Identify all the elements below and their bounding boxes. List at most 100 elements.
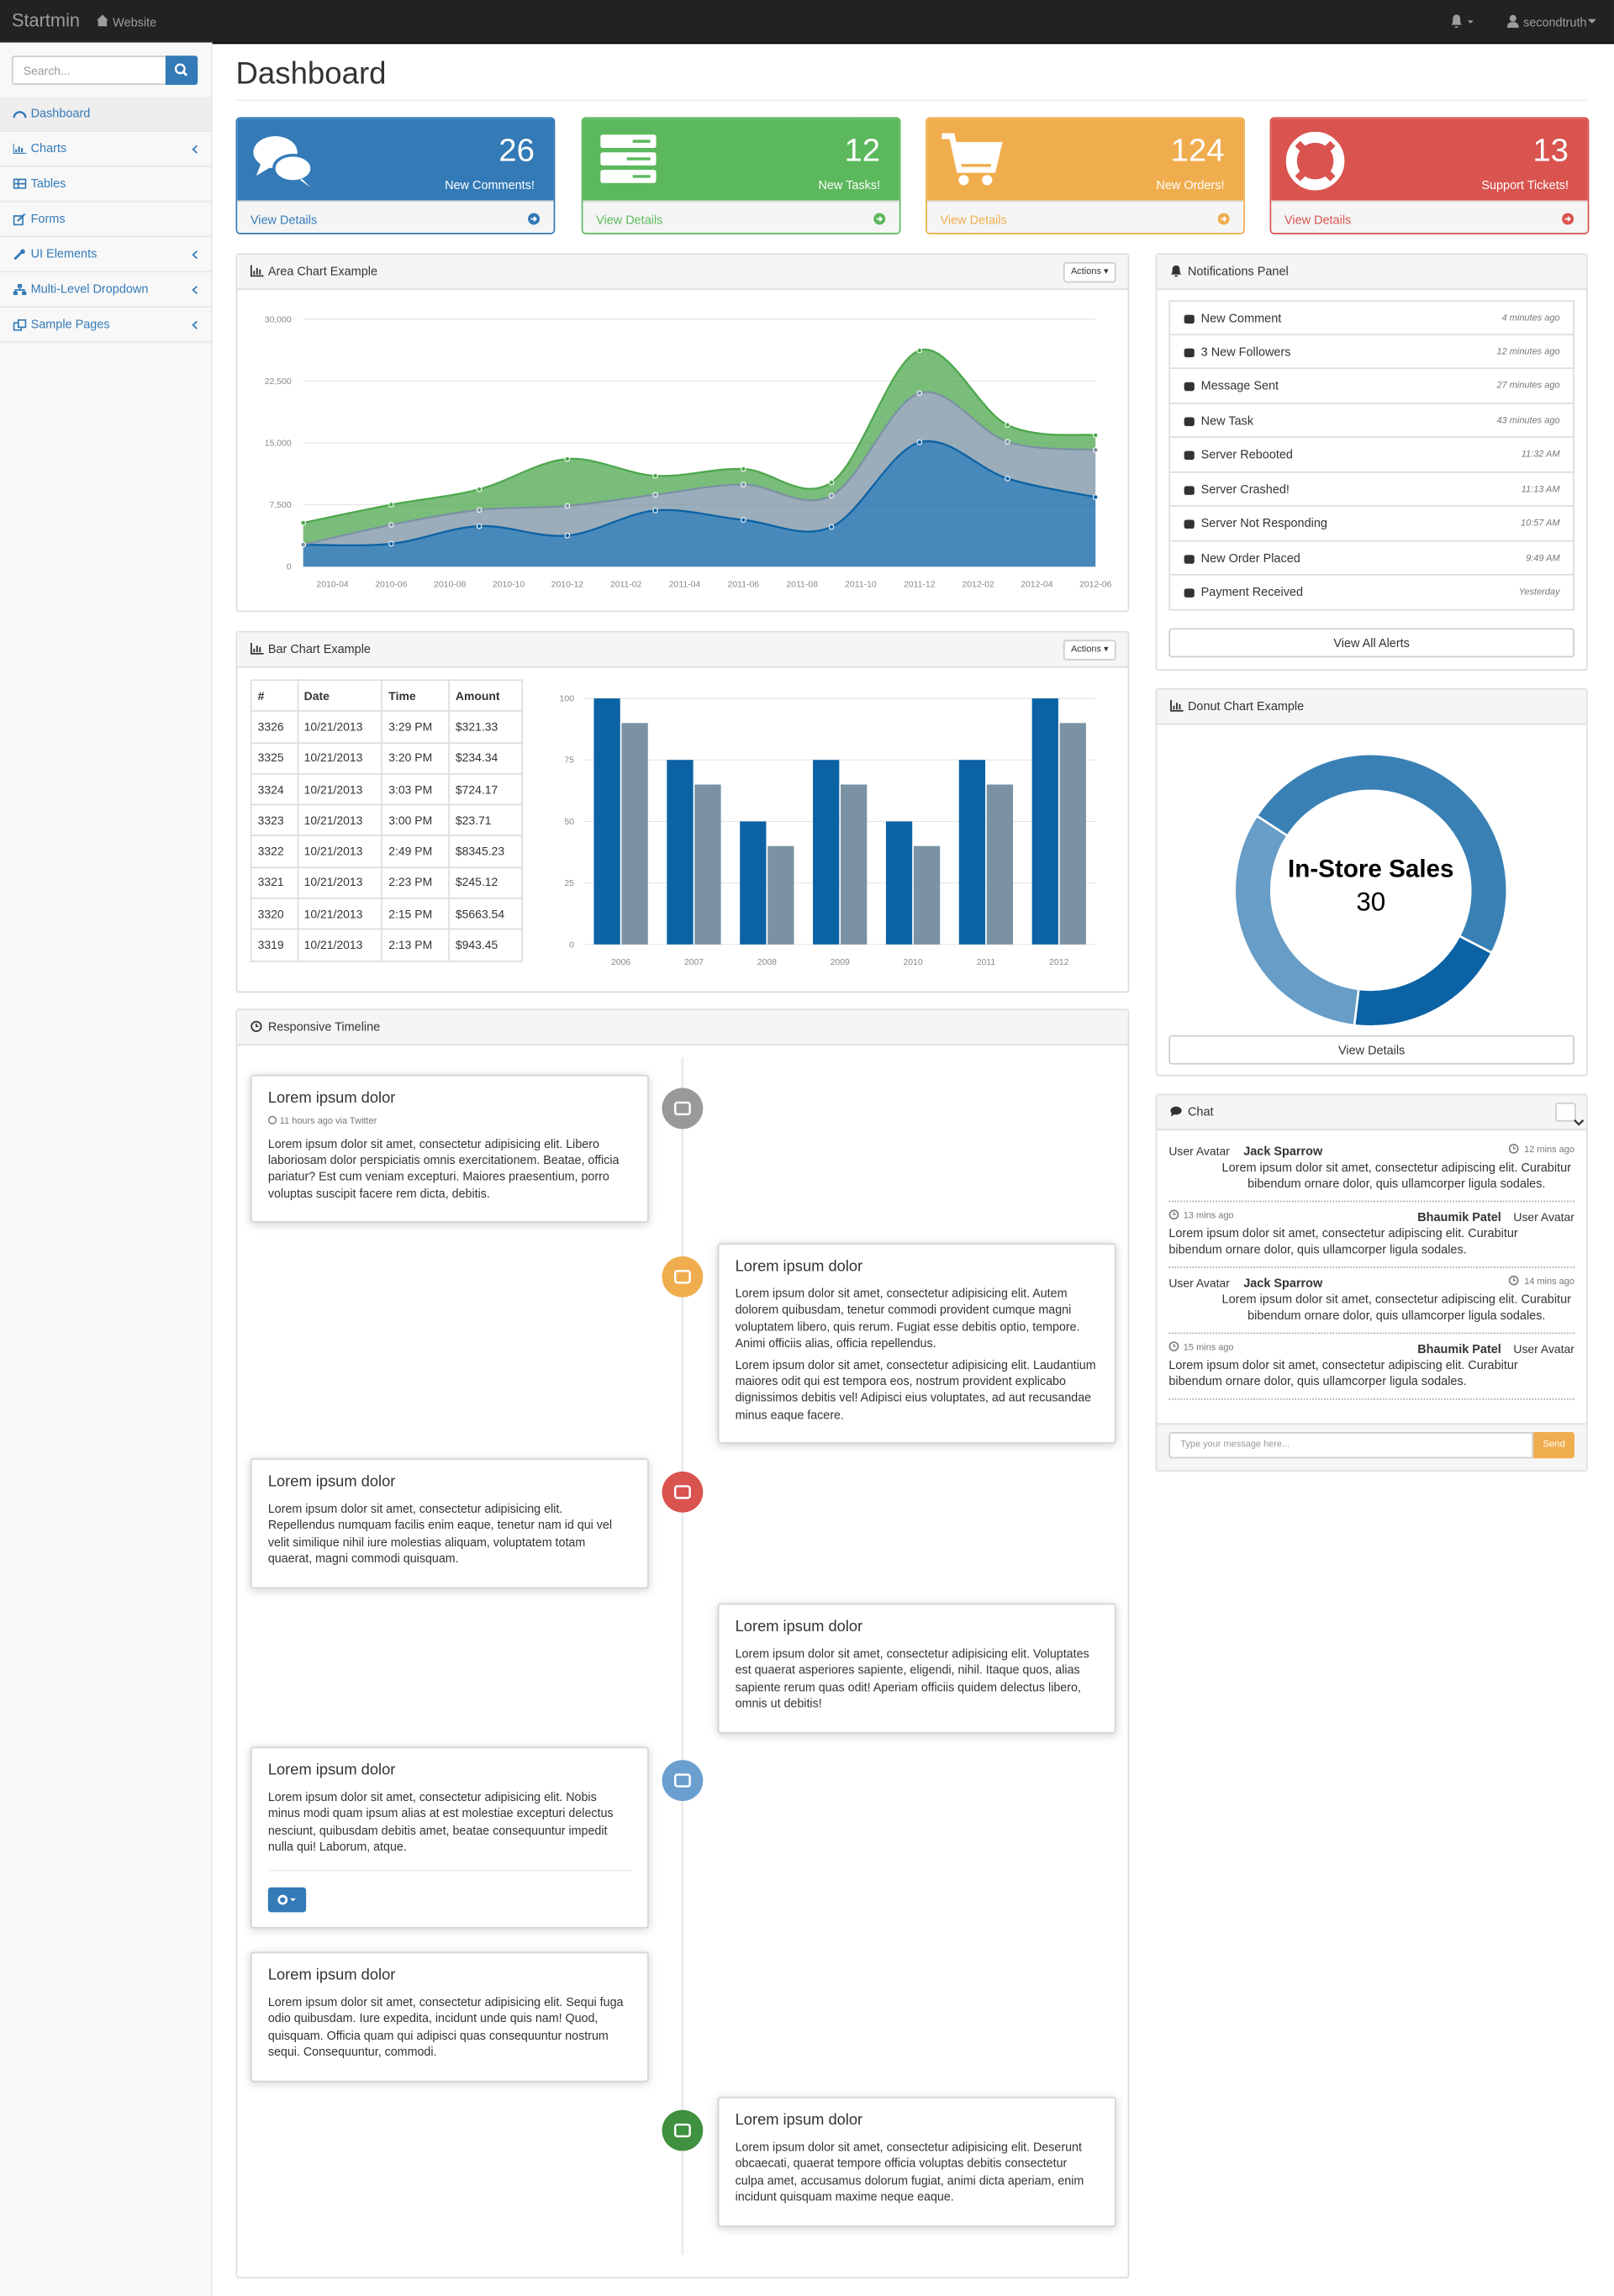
icon-shape (958, 175, 969, 186)
menu-item[interactable]: Tables (0, 167, 211, 203)
timeline-panel: Lorem ipsum dolor 11 hours ago via Twitte… (250, 1074, 649, 1224)
stat-footer[interactable]: View Details (237, 200, 554, 234)
chevron (192, 250, 198, 260)
timeline-title: Lorem ipsum dolor (267, 1761, 396, 1779)
website-link[interactable]: Website (113, 14, 157, 29)
menu-label: UI Elements (30, 245, 98, 261)
icon-shape (1512, 1145, 1516, 1149)
notification-item[interactable]: 3 New Followers 12 minutes ago (1168, 334, 1574, 370)
clock-icon (1508, 1143, 1519, 1153)
button-label: Send (1543, 1439, 1565, 1450)
notification-item[interactable]: Server Not Responding 10:57 AM (1168, 506, 1574, 541)
search-input[interactable]: Search... (11, 55, 167, 86)
icon-shape (1286, 132, 1344, 190)
table-row: 3319 10/21/2013 2:13 PM $943.45 (250, 929, 523, 962)
icon-shape (600, 170, 657, 183)
menu-icon (13, 178, 27, 189)
user-avatar: User Avatar (1513, 1210, 1574, 1224)
home-icon (96, 14, 108, 27)
brand[interactable]: Startmin (11, 10, 81, 31)
search-button[interactable] (165, 55, 198, 86)
chat-icon (1170, 1106, 1182, 1117)
stat-header: 124 New Orders! (926, 118, 1244, 201)
user-avatar: User Avatar (1168, 1145, 1230, 1159)
stat-header: 13 Support Tickets! (1271, 118, 1588, 201)
menu-icon (13, 284, 27, 296)
gear-button[interactable] (267, 1887, 307, 1912)
table-cell: $245.12 (448, 866, 523, 899)
bell-icon[interactable] (1450, 14, 1476, 29)
send-button[interactable]: Send (1533, 1431, 1574, 1459)
menu-item[interactable]: Multi-Level Dropdown (0, 272, 211, 308)
menu-item[interactable]: Charts (0, 132, 211, 167)
table-cell: $5663.54 (448, 898, 523, 931)
notification-text: Payment Received (1200, 584, 1304, 599)
notification-item[interactable]: New Task 43 minutes ago (1168, 403, 1574, 438)
menu-item[interactable]: UI Elements (0, 237, 211, 273)
notification-icon (1184, 382, 1195, 392)
chart-icon (250, 642, 264, 655)
clock-icon (1168, 1340, 1179, 1351)
clock-icon (251, 1020, 262, 1032)
panel-heading: Responsive Timeline (237, 1010, 1128, 1045)
notification-text: Server Rebooted (1200, 446, 1293, 461)
arrow-glyph (1564, 216, 1571, 222)
stat-footer[interactable]: View Details (583, 200, 899, 234)
header-cell: Time (381, 679, 450, 713)
stat-panel: 13 Support Tickets! View Details (1269, 117, 1590, 234)
table-cell: 2:13 PM (381, 929, 450, 962)
clock-icon (268, 1115, 277, 1124)
stat-footer[interactable]: View Details (926, 200, 1244, 234)
button-label: View All Alerts (1333, 635, 1410, 650)
arrow-icon (528, 213, 541, 225)
notification-text: 3 New Followers (1200, 343, 1291, 358)
chat-input[interactable]: Type your message here... (1168, 1431, 1534, 1459)
chat-message: User Avatar Jack Sparrow 12 mins ago Lorem … (1168, 1139, 1574, 1203)
actions-button[interactable]: Actions ▾ (1063, 640, 1116, 661)
actions-button[interactable]: Actions ▾ (1063, 261, 1116, 283)
icon-shape (1184, 554, 1195, 563)
notification-item[interactable]: New Order Placed 9:49 AM (1168, 540, 1574, 576)
stat-footer[interactable]: View Details (1271, 200, 1588, 234)
user-menu[interactable]: secondtruth (1522, 14, 1587, 29)
icon-shape (1184, 450, 1195, 461)
notification-icon (1184, 485, 1195, 495)
notification-item[interactable]: Server Crashed! 11:13 AM (1168, 471, 1574, 507)
menu-item[interactable]: Forms (0, 202, 211, 238)
stat-label: New Orders! (1156, 176, 1225, 192)
stat-icon (253, 136, 314, 188)
notification-item[interactable]: Payment Received Yesterday (1168, 575, 1574, 610)
table-cell: $234.34 (448, 741, 523, 775)
notification-item[interactable]: Message Sent 27 minutes ago (1168, 369, 1574, 403)
notification-time: 11:32 AM (1521, 449, 1560, 461)
notification-text: New Task (1200, 412, 1254, 427)
view-all-alerts-button[interactable]: View All Alerts (1168, 628, 1574, 658)
menu-label: Dashboard (30, 105, 91, 120)
message-text: Lorem ipsum dolor sit amet, consectetur … (1221, 1159, 1571, 1191)
menu-item[interactable]: Sample Pages (0, 308, 211, 343)
clock-icon (1508, 1274, 1519, 1285)
table-cell: $23.71 (448, 803, 523, 837)
stat-panel: 124 New Orders! View Details (926, 117, 1245, 234)
view-details-button[interactable]: View Details (1168, 1035, 1574, 1065)
table-row: 3324 10/21/2013 3:03 PM $724.17 (250, 772, 523, 806)
message-time: 14 mins ago (1524, 1277, 1574, 1288)
menu-label: Tables (30, 176, 66, 191)
icon-shape (272, 153, 314, 183)
arrow-icon (1562, 213, 1574, 225)
icon-shape (1173, 1343, 1176, 1346)
notification-item[interactable]: Server Rebooted 11:32 AM (1168, 437, 1574, 472)
icon-shape (1168, 1340, 1179, 1351)
notification-icon (1184, 519, 1195, 529)
chat-message: User Avatar Jack Sparrow 14 mins ago Lorem … (1168, 1271, 1574, 1335)
icon-shape (1173, 1211, 1176, 1215)
timeline-panel: Lorem ipsum dolor Lorem ipsum dolor sit a… (717, 1243, 1116, 1445)
collapse-button[interactable] (1555, 1102, 1585, 1126)
menu-item[interactable]: Dashboard (0, 96, 211, 132)
view-details-link: View Details (940, 212, 1007, 228)
chat-panel: Chat (1155, 1093, 1588, 1472)
timeline-title: Lorem ipsum dolor (267, 1472, 396, 1491)
timeline-text: Lorem ipsum dolor sit amet, consectetur … (735, 1647, 1089, 1711)
notification-item[interactable]: New Comment 4 minutes ago (1168, 300, 1574, 335)
